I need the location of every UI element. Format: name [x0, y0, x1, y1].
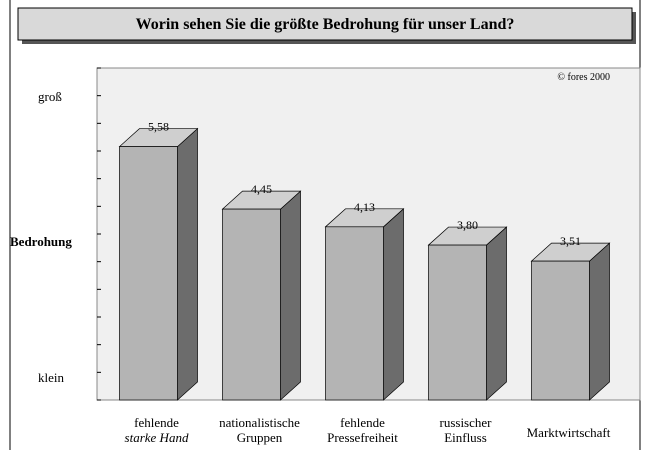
- annotation: © fores 2000: [557, 72, 610, 83]
- x-tick-label: Gruppen: [237, 430, 283, 445]
- x-tick-label: fehlende: [340, 415, 385, 430]
- bar: [118, 127, 199, 401]
- bar: [324, 208, 405, 401]
- bar-front: [428, 244, 487, 401]
- bar: [221, 190, 302, 401]
- x-tick-label: russischer: [440, 415, 493, 430]
- bar-front: [222, 208, 281, 401]
- value-label: 5,58: [148, 120, 169, 134]
- bar-front: [119, 146, 178, 401]
- x-tick-label: starke Hand: [125, 430, 189, 445]
- bar-side: [280, 190, 301, 401]
- bar-side: [177, 127, 198, 401]
- y-bottom-label: klein: [38, 370, 64, 385]
- x-tick-label: Pressefreiheit: [327, 430, 398, 445]
- bar-side: [486, 226, 507, 401]
- value-label: 4,13: [354, 200, 375, 214]
- bar: [530, 242, 611, 401]
- y-top-label: groß: [38, 89, 62, 104]
- value-label: 3,80: [457, 218, 478, 232]
- bar: [427, 226, 508, 401]
- x-tick-label: Einfluss: [444, 430, 487, 445]
- y-axis-label: Bedrohung: [10, 234, 72, 249]
- x-tick-label: Marktwirtschaft: [527, 425, 611, 440]
- bar-front: [325, 226, 384, 401]
- bar-front: [531, 260, 590, 401]
- x-tick-label: fehlende: [134, 415, 179, 430]
- value-label: 4,45: [251, 182, 272, 196]
- x-tick-label: nationalistische: [219, 415, 300, 430]
- chart-title: Worin sehen Sie die größte Bedrohung für…: [136, 16, 515, 33]
- bar-side: [383, 208, 404, 401]
- value-label: 3,51: [560, 234, 581, 248]
- bar-side: [589, 242, 610, 401]
- title-box: [17, 7, 633, 41]
